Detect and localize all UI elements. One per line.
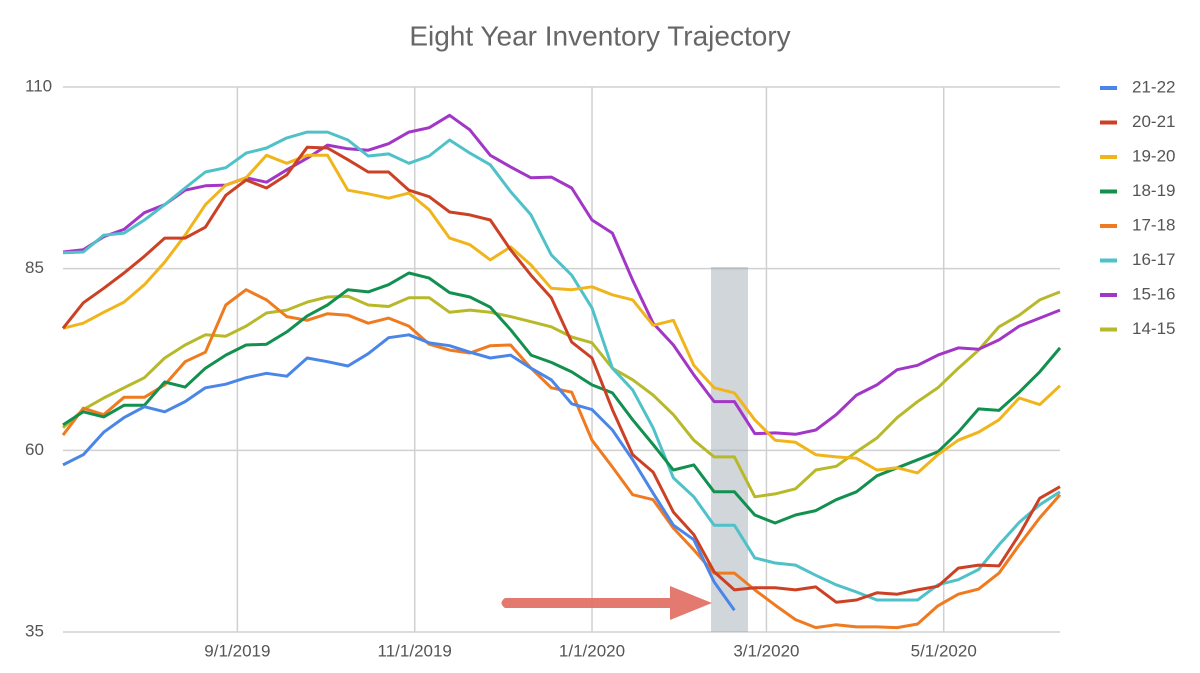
y-tick-label: 60 [25, 440, 44, 459]
highlight-band [711, 267, 748, 632]
y-tick-label: 35 [25, 621, 44, 640]
legend-label: 18-19 [1132, 181, 1175, 200]
arrow [501, 586, 712, 620]
series-line [61, 288, 1062, 630]
series-line [62, 153, 1062, 475]
series-line [62, 271, 1062, 525]
legend: 21-22 20-21 19-20 18-19 17-18 16-17 15-16 14-15 [1100, 77, 1175, 338]
grid: 35 60 85 110 9/1/2019 11/1/2019 1/1/2020 3/1/20… [25, 76, 1060, 660]
legend-label: 15-16 [1132, 284, 1175, 303]
legend-label: 21-22 [1132, 77, 1175, 96]
lines [61, 113, 1062, 630]
arrow-shape [501, 586, 712, 620]
x-tick-label: 11/1/2019 [378, 641, 452, 660]
legend-label: 20-21 [1132, 112, 1175, 131]
series-line [61, 145, 1061, 604]
legend-label: 17-18 [1132, 215, 1175, 234]
x-tick-label: 1/1/2020 [559, 641, 625, 660]
series-line [61, 290, 1061, 499]
x-tick-label: 9/1/2019 [204, 641, 270, 660]
legend-label: 14-15 [1132, 319, 1175, 338]
y-tick-label: 85 [25, 258, 44, 277]
legend-label: 19-20 [1132, 146, 1175, 165]
chart-title: Eight Year Inventory Trajectory [409, 20, 790, 51]
x-tick-label: 3/1/2020 [733, 641, 799, 660]
series-line [62, 333, 736, 612]
series-line [62, 130, 1061, 602]
y-tick-label: 110 [25, 76, 52, 95]
x-tick-label: 5/1/2020 [911, 641, 977, 660]
legend-label: 16-17 [1132, 250, 1175, 269]
